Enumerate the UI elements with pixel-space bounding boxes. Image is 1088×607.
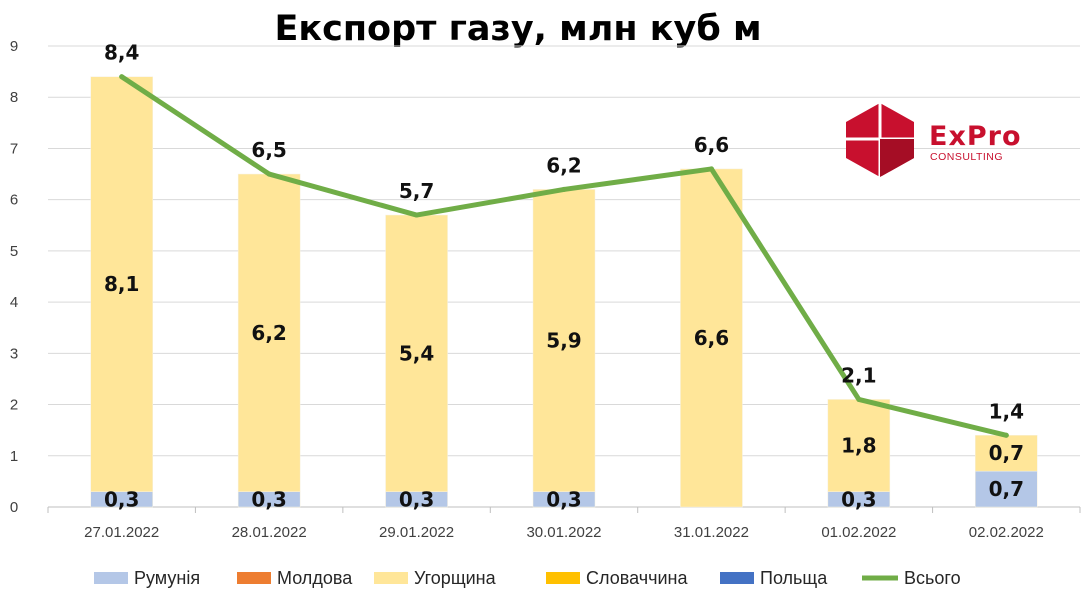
total-point [266, 171, 272, 177]
total-data-label: 6,2 [546, 153, 581, 177]
bar-data-label: 8,1 [104, 272, 139, 296]
legend-label: Всього [904, 568, 961, 588]
legend-label: Угорщина [414, 568, 497, 588]
bar-segment [975, 470, 1038, 508]
x-tick-label: 28.01.2022 [232, 524, 307, 541]
bar-data-label: 0,7 [989, 441, 1024, 465]
logo-wordmark: ExPro [929, 121, 1022, 152]
y-tick-label: 3 [10, 345, 18, 362]
bar-segment [680, 168, 743, 508]
bar-data-label: 0,3 [399, 487, 434, 511]
bar-data-label: 0,3 [841, 487, 876, 511]
total-point [708, 166, 714, 172]
total-point [561, 186, 567, 192]
total-data-label: 1,4 [989, 399, 1024, 423]
total-point [856, 396, 862, 402]
bar-segment [237, 173, 301, 492]
expro-logo: ExPro CONSULTING [846, 103, 1022, 177]
bar-data-label: 6,2 [251, 321, 286, 345]
legend-swatch [237, 572, 271, 584]
y-tick-label: 7 [10, 140, 18, 157]
legend-swatch [546, 572, 580, 584]
x-tick-label: 27.01.2022 [84, 524, 159, 541]
x-tick-label: 29.01.2022 [379, 524, 454, 541]
total-data-label: 6,5 [251, 138, 286, 162]
legend-swatch [94, 572, 128, 584]
y-tick-label: 6 [10, 192, 18, 209]
axes: 0 1 2 3 4 5 6 7 8 9 27.01.2022 28.01.2022 29.01.2022… [10, 38, 1081, 541]
bar-segment [975, 435, 1038, 472]
y-tick-label: 1 [10, 448, 18, 465]
logo-subtitle: CONSULTING [930, 151, 1003, 163]
x-tick-label: 31.01.2022 [674, 524, 749, 541]
x-tick-label: 30.01.2022 [526, 524, 601, 541]
bars [90, 76, 1038, 508]
legend-label: Молдова [277, 568, 353, 588]
legend-swatch [374, 572, 408, 584]
total-data-label: 8,4 [104, 41, 139, 65]
total-data-label: 6,6 [694, 133, 729, 157]
x-tick-label: 02.02.2022 [969, 524, 1044, 541]
y-tick-label: 8 [10, 89, 18, 106]
bar-data-label: 6,6 [694, 326, 729, 350]
legend-swatch [720, 572, 754, 584]
chart-title: Експорт газу, млн куб м [274, 9, 761, 49]
bar-data-label: 0,3 [251, 487, 286, 511]
legend-label: Словаччина [586, 568, 688, 588]
y-tick-label: 5 [10, 243, 18, 260]
y-tick-label: 4 [10, 294, 18, 311]
bar-data-label: 5,4 [399, 341, 434, 365]
bar-segment [90, 76, 153, 492]
x-tick-label: 01.02.2022 [821, 524, 896, 541]
bar-data-label: 5,9 [546, 329, 581, 353]
bar-data-label: 0,7 [989, 477, 1024, 501]
total-point [119, 74, 125, 80]
bar-segment [385, 214, 448, 492]
total-point [1003, 432, 1009, 438]
bar-data-label: 0,3 [546, 487, 581, 511]
y-tick-label: 9 [10, 38, 18, 55]
legend-label: Румунія [134, 568, 200, 588]
bar-data-label: 1,8 [841, 434, 876, 458]
total-data-label: 2,1 [841, 363, 876, 387]
bar-data-label: 0,3 [104, 487, 139, 511]
data-labels: 0,3 8,1 0,3 6,2 0,3 5,4 0,3 5,9 6,6 0,3 1,8 0,7 0,7 8… [104, 41, 1024, 512]
total-data-label: 5,7 [399, 179, 434, 203]
legend-label: Польща [760, 568, 828, 588]
y-tick-label: 0 [10, 499, 18, 516]
total-line [119, 74, 1009, 438]
legend: Румунія Молдова Угорщина Словаччина Польща Вс… [94, 568, 961, 588]
total-point [414, 212, 420, 218]
y-tick-label: 2 [10, 397, 18, 414]
logo-hexagon-icon [846, 103, 914, 177]
